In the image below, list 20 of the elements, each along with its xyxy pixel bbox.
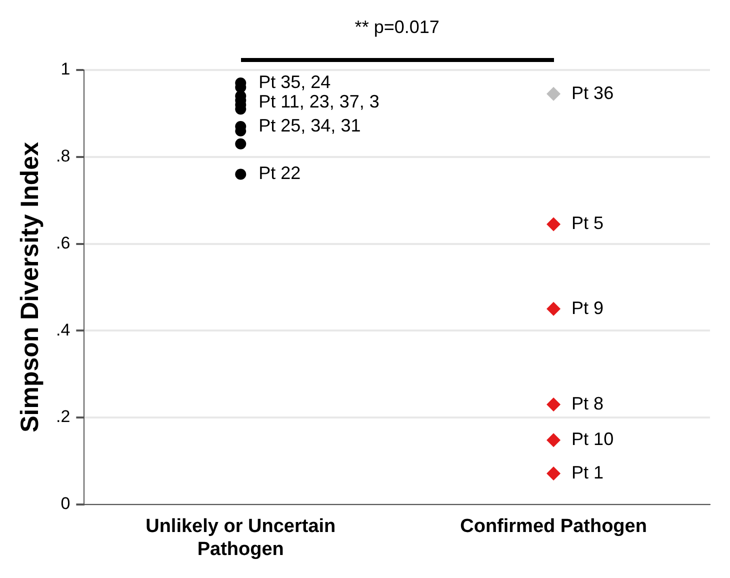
annotation: Pt 22 xyxy=(258,163,301,184)
annotation: Pt 25, 34, 31 xyxy=(258,115,361,136)
annotation: Pt 5 xyxy=(572,213,604,234)
annotation: Pt 1 xyxy=(572,462,604,483)
y-tick-label: .6 xyxy=(56,233,70,252)
x-tick-label: Confirmed Pathogen xyxy=(460,516,647,538)
y-tick-label: 1 xyxy=(60,60,70,79)
y-tick-label: .8 xyxy=(56,146,70,166)
y-axis-title: Simpson Diversity Index xyxy=(16,142,44,432)
y-tick-label: .2 xyxy=(56,407,70,426)
annotation: Pt 11, 23, 37, 3 xyxy=(258,92,380,112)
text: ** p=0.017 xyxy=(354,16,440,37)
y-tick-label: 0 xyxy=(60,494,70,514)
annotation: Pt 9 xyxy=(572,298,604,318)
annotation: Pt 10 xyxy=(572,429,614,450)
annotation: Pt 35, 24 xyxy=(258,72,331,92)
annotation: Pt 36 xyxy=(572,82,614,103)
annotation: Pt 8 xyxy=(572,393,604,414)
x-tick-label: Unlikely or Uncertain Pathogen xyxy=(146,516,336,560)
y-tick-label: .4 xyxy=(56,320,70,340)
